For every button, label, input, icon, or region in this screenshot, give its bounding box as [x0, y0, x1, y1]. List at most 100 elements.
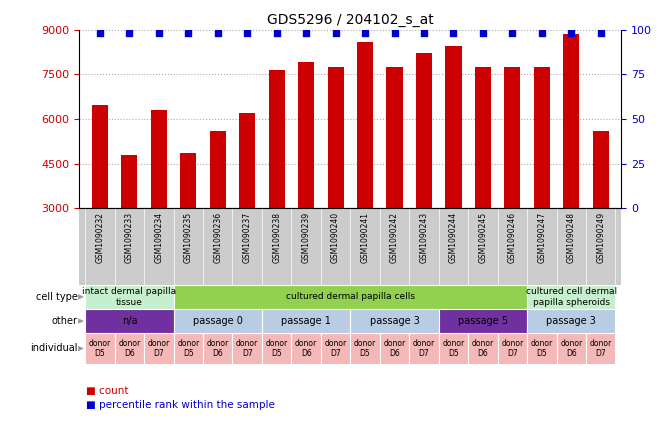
Text: donor
D6: donor D6: [383, 339, 406, 358]
Bar: [262, 333, 292, 364]
Text: GSM1090241: GSM1090241: [360, 212, 369, 263]
Bar: [85, 333, 114, 364]
Bar: [262, 309, 350, 333]
Point: [242, 30, 253, 36]
Bar: [533, 67, 550, 208]
Bar: [203, 333, 233, 364]
Text: GSM1090236: GSM1090236: [214, 212, 222, 263]
Text: ■ count: ■ count: [86, 386, 128, 396]
Bar: [321, 333, 350, 364]
Bar: [527, 285, 615, 309]
Text: intact dermal papilla
tissue: intact dermal papilla tissue: [83, 287, 176, 307]
Bar: [439, 309, 527, 333]
Text: cultured dermal papilla cells: cultured dermal papilla cells: [286, 292, 415, 301]
Bar: [85, 285, 174, 309]
Bar: [357, 41, 373, 208]
Text: GSM1090239: GSM1090239: [301, 212, 311, 263]
Text: GSM1090246: GSM1090246: [508, 212, 517, 263]
Text: GSM1090233: GSM1090233: [125, 212, 134, 263]
Title: GDS5296 / 204102_s_at: GDS5296 / 204102_s_at: [267, 13, 434, 27]
Text: passage 3: passage 3: [369, 316, 420, 326]
Text: donor
D7: donor D7: [590, 339, 612, 358]
Point: [330, 30, 341, 36]
Point: [596, 30, 606, 36]
Text: donor
D5: donor D5: [177, 339, 200, 358]
Bar: [409, 333, 439, 364]
Bar: [446, 46, 461, 208]
Bar: [563, 34, 579, 208]
Bar: [387, 67, 403, 208]
Text: GSM1090240: GSM1090240: [331, 212, 340, 263]
Point: [124, 30, 135, 36]
Text: cell type: cell type: [36, 292, 78, 302]
Bar: [114, 333, 144, 364]
Bar: [586, 333, 615, 364]
Point: [272, 30, 282, 36]
Bar: [475, 67, 491, 208]
Text: donor
D5: donor D5: [354, 339, 376, 358]
Point: [360, 30, 370, 36]
Text: GSM1090247: GSM1090247: [537, 212, 546, 263]
Bar: [210, 131, 226, 208]
Bar: [174, 285, 527, 309]
Point: [507, 30, 518, 36]
Text: passage 0: passage 0: [193, 316, 243, 326]
Point: [418, 30, 429, 36]
Text: donor
D7: donor D7: [413, 339, 435, 358]
Text: passage 5: passage 5: [458, 316, 508, 326]
Point: [448, 30, 459, 36]
Text: donor
D7: donor D7: [236, 339, 258, 358]
Bar: [239, 113, 255, 208]
Bar: [504, 67, 520, 208]
Bar: [439, 333, 468, 364]
Bar: [527, 309, 615, 333]
Text: GSM1090235: GSM1090235: [184, 212, 193, 263]
Point: [478, 30, 488, 36]
Text: other: other: [52, 316, 78, 326]
Point: [153, 30, 164, 36]
Text: GSM1090249: GSM1090249: [596, 212, 605, 263]
Point: [566, 30, 576, 36]
Text: individual: individual: [30, 343, 78, 354]
Text: GSM1090243: GSM1090243: [420, 212, 428, 263]
Bar: [498, 333, 527, 364]
Text: GSM1090248: GSM1090248: [566, 212, 576, 263]
Bar: [268, 70, 285, 208]
Text: donor
D5: donor D5: [266, 339, 288, 358]
Text: donor
D7: donor D7: [147, 339, 170, 358]
Text: passage 3: passage 3: [547, 316, 596, 326]
Bar: [527, 333, 557, 364]
Text: ■ percentile rank within the sample: ■ percentile rank within the sample: [86, 400, 275, 410]
Bar: [557, 333, 586, 364]
Text: GSM1090242: GSM1090242: [390, 212, 399, 263]
Bar: [233, 333, 262, 364]
Text: GSM1090234: GSM1090234: [155, 212, 163, 263]
Bar: [92, 105, 108, 208]
Text: donor
D7: donor D7: [325, 339, 347, 358]
Bar: [292, 333, 321, 364]
Text: GSM1090237: GSM1090237: [243, 212, 252, 263]
Text: donor
D7: donor D7: [501, 339, 524, 358]
Point: [537, 30, 547, 36]
Bar: [350, 333, 380, 364]
Text: cultured cell dermal
papilla spheroids: cultured cell dermal papilla spheroids: [525, 287, 617, 307]
Point: [389, 30, 400, 36]
Bar: [593, 131, 609, 208]
Text: GSM1090238: GSM1090238: [272, 212, 281, 263]
Text: donor
D6: donor D6: [118, 339, 141, 358]
Text: GSM1090232: GSM1090232: [95, 212, 104, 263]
Bar: [350, 309, 439, 333]
Bar: [298, 62, 314, 208]
Text: n/a: n/a: [122, 316, 137, 326]
Text: donor
D6: donor D6: [295, 339, 317, 358]
Bar: [85, 309, 174, 333]
Point: [301, 30, 311, 36]
Point: [212, 30, 223, 36]
Bar: [327, 67, 344, 208]
Bar: [174, 309, 262, 333]
Text: passage 1: passage 1: [281, 316, 331, 326]
Text: donor
D5: donor D5: [442, 339, 465, 358]
Point: [183, 30, 194, 36]
Bar: [416, 53, 432, 208]
Text: donor
D6: donor D6: [207, 339, 229, 358]
